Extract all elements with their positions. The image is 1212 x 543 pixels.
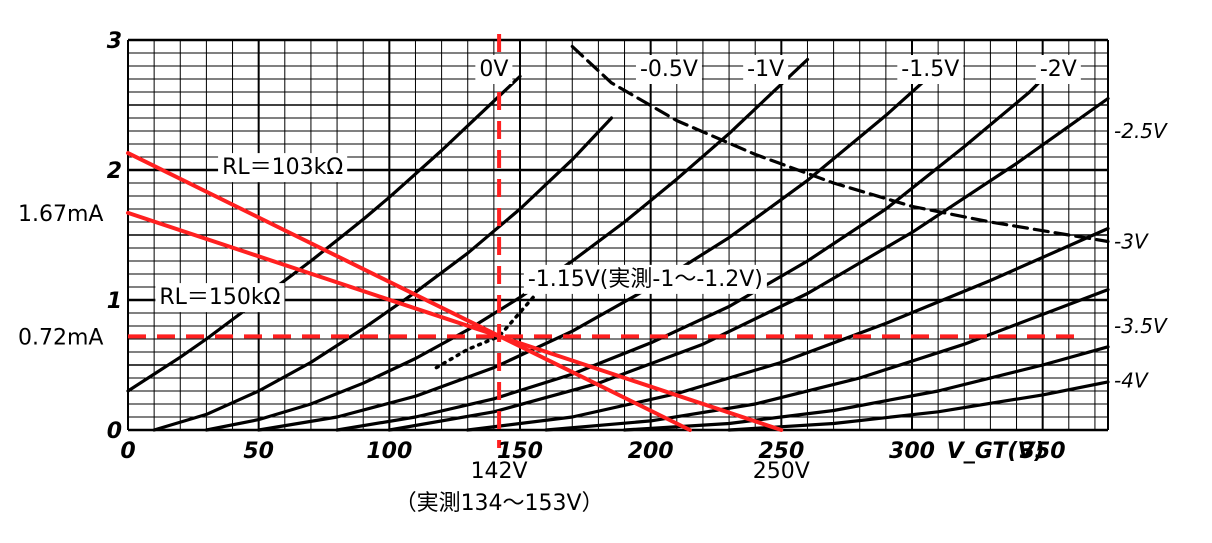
x-tick-label: 100	[366, 439, 412, 464]
curve-3-5V	[544, 288, 1110, 432]
curve-4V	[622, 345, 1110, 432]
supply-voltage-label: 250V	[753, 459, 810, 484]
curve-1-5V	[257, 66, 940, 432]
x-tick-label: 250	[758, 439, 804, 464]
load-lines	[126, 151, 784, 432]
curve-max-dissipation	[570, 44, 1110, 244]
grid-voltage-label: -1.5V	[901, 57, 959, 82]
load-line-label-background	[155, 283, 285, 313]
x-tick-label: 150	[497, 439, 543, 464]
load-line	[126, 210, 784, 432]
y-tick-label: 0	[107, 419, 122, 444]
grid-voltage-label: -0.5V	[640, 57, 698, 82]
x-tick-label: 300	[889, 439, 935, 464]
curve-2V	[335, 64, 1058, 432]
current-reference-label: 0.72mA	[18, 325, 103, 350]
labels: 0V -0.5V -1V -1.5V -2V -2.5V -3V -3.5V -4V 1.67mA…	[18, 55, 1168, 516]
grid-voltage-label: 0V	[479, 57, 508, 82]
x-tick-label: 200	[628, 439, 674, 464]
x-tick-label: 350	[1020, 439, 1066, 464]
x-tick-label: 50	[243, 439, 274, 464]
measured-range-label: （実測134～153V）	[395, 491, 604, 516]
grid-voltage-label: -1V	[747, 57, 784, 82]
curve-1-15V-1-1-2V	[434, 295, 535, 370]
grid-voltage-label-background	[635, 55, 702, 84]
curves	[126, 44, 1110, 432]
x-tick-label: 0	[120, 439, 135, 464]
curve-1V	[204, 57, 810, 432]
y-tick-label: 3	[107, 29, 122, 54]
bias-annotation: -1.15V(実測-1～-1.2V)	[528, 267, 763, 292]
grid-voltage-label-right: -3.5V	[1114, 314, 1168, 338]
x-axis-label: V_GT(V)	[947, 439, 1045, 464]
curve-3V	[466, 226, 1110, 432]
plate-voltage-label: 142V	[471, 459, 528, 484]
y-tick-label: 2	[107, 159, 122, 184]
curve-4-5V	[727, 380, 1110, 432]
tick-labels: 0 50 100 150 200 250 300 350 0 1 2 3 V_GT(V)	[107, 29, 1066, 464]
y-tick-label: 1	[107, 289, 122, 314]
load-line-label-background	[218, 153, 348, 183]
grid-voltage-label-background	[743, 55, 789, 84]
grid-voltage-label-background	[1035, 55, 1081, 84]
grid-voltage-label-background	[475, 55, 513, 84]
reference-lines	[128, 34, 1078, 448]
load-line-label: RL＝103kΩ	[222, 155, 343, 180]
curve-0-5V	[152, 116, 614, 432]
bias-annotation-background	[523, 264, 767, 294]
grid-voltage-label-right: -3V	[1114, 230, 1149, 254]
curve-2-5V	[387, 96, 1110, 432]
load-line	[126, 151, 692, 432]
grid-voltage-label-background	[897, 55, 964, 84]
grid-voltage-label-right: -2.5V	[1114, 119, 1168, 143]
load-line-label: RL＝150kΩ	[159, 285, 280, 310]
grid-voltage-label-right: -4V	[1114, 369, 1149, 393]
current-reference-label: 1.67mA	[18, 202, 103, 227]
grid-voltage-label: -2V	[1040, 57, 1077, 82]
